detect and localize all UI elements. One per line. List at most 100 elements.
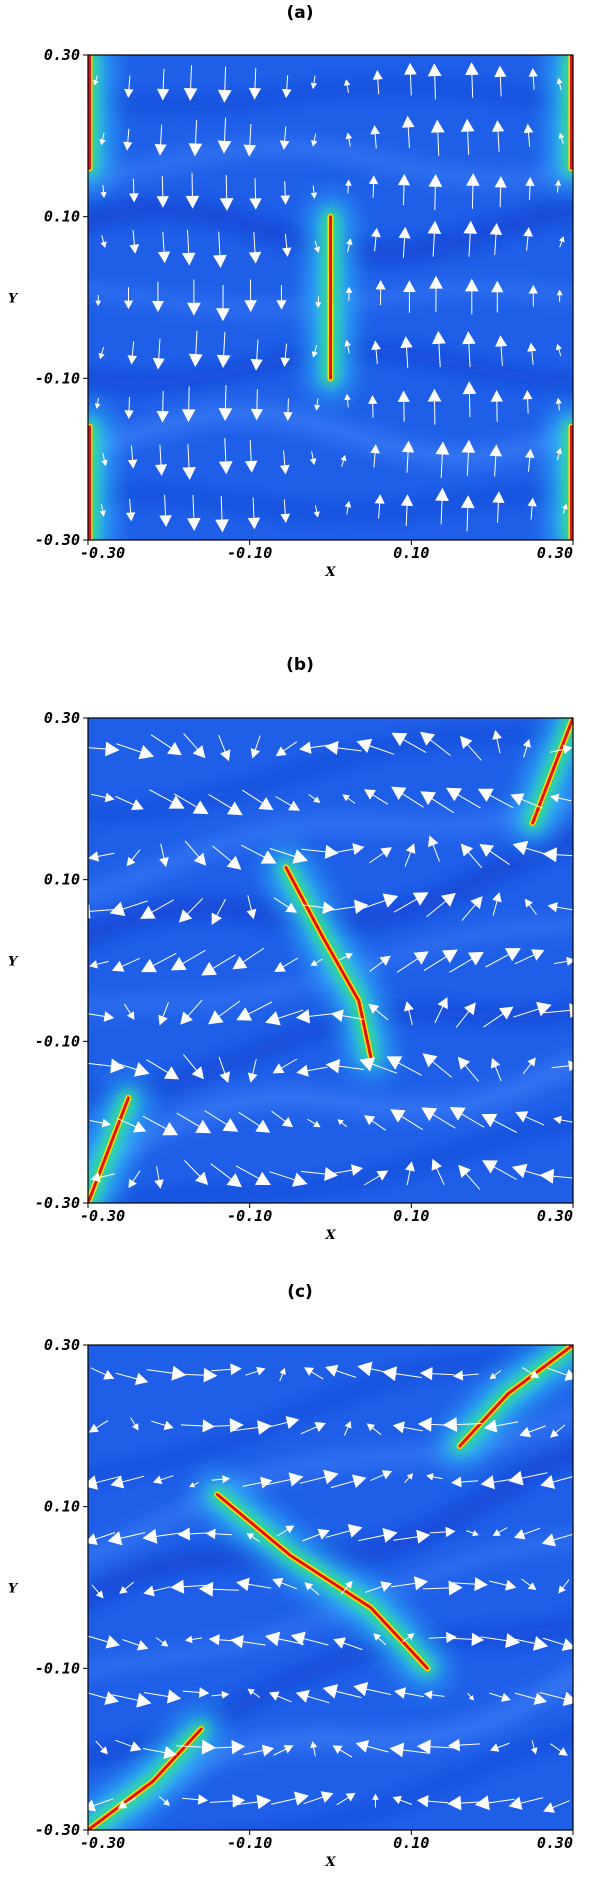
velocity-arrow-head — [324, 844, 339, 859]
velocity-arrow-head — [463, 220, 478, 234]
velocity-arrow — [276, 1525, 295, 1537]
velocity-arrow — [116, 1117, 147, 1133]
velocity-arrow-head — [250, 408, 263, 421]
velocity-arrow-head — [295, 1009, 311, 1024]
heatmap-band — [99, 1117, 573, 1203]
velocity-arrow-head — [412, 892, 429, 906]
velocity-arrow — [314, 398, 321, 411]
velocity-arrow-head — [88, 851, 100, 862]
sheet-cores — [88, 1345, 573, 1830]
velocity-arrow-head — [324, 1167, 338, 1181]
velocity-arrow — [330, 1009, 364, 1022]
velocity-arrow-head — [247, 1688, 255, 1696]
velocity-arrow — [280, 181, 291, 205]
x-tick-label: 0.10 — [393, 1207, 429, 1225]
velocity-arrow-head — [171, 1365, 187, 1381]
velocity-arrow — [489, 444, 502, 477]
velocity-arrow-head — [422, 1053, 438, 1068]
velocity-arrow — [343, 79, 351, 93]
velocity-arrow — [390, 1109, 424, 1131]
velocity-arrow — [460, 843, 483, 869]
velocity-arrow-head — [351, 1164, 363, 1176]
velocity-arrow-head — [272, 1063, 285, 1074]
velocity-arrow-head — [280, 195, 291, 205]
velocity-arrow — [117, 1797, 137, 1809]
velocity-arrow — [391, 786, 424, 808]
velocity-arrow-head — [117, 1800, 128, 1809]
velocity-arrow — [420, 1367, 455, 1381]
velocity-arrow-head — [283, 1745, 294, 1754]
sheet-cores — [88, 718, 573, 1203]
velocity-arrow — [495, 335, 508, 366]
velocity-arrow-head — [170, 1579, 185, 1594]
velocity-arrow-head — [230, 1635, 244, 1649]
velocity-arrow-head — [523, 227, 533, 237]
velocity-arrow-head — [131, 799, 144, 811]
velocity-arrow — [107, 1531, 146, 1546]
velocity-arrow — [489, 223, 503, 256]
velocity-arrow — [353, 1682, 392, 1697]
velocity-arrow-head — [325, 1059, 341, 1074]
velocity-arrow — [246, 1533, 260, 1543]
velocity-arrow-head — [198, 1581, 214, 1597]
velocity-arrow — [344, 500, 352, 515]
x-tick-label: -0.10 — [227, 1207, 272, 1225]
velocity-arrow-head — [250, 358, 263, 371]
velocity-arrow-head — [294, 1791, 309, 1806]
velocity-arrow — [355, 1740, 389, 1753]
velocity-arrow-head — [208, 1010, 224, 1025]
velocity-arrow-head — [470, 896, 483, 909]
velocity-arrow — [244, 279, 257, 313]
velocity-arrow-head — [320, 1791, 334, 1803]
velocity-arrow-head — [304, 1582, 314, 1591]
velocity-arrow — [519, 1425, 546, 1438]
velocity-arrow — [211, 1363, 242, 1376]
velocity-arrow — [453, 1370, 479, 1381]
velocity-arrow — [211, 1690, 230, 1699]
velocity-arrow — [550, 1743, 568, 1756]
velocity-arrow-head — [221, 1690, 230, 1699]
velocity-arrow — [115, 1739, 142, 1752]
velocity-arrow — [273, 1745, 294, 1756]
velocity-arrow-head — [168, 795, 185, 809]
velocity-arrow — [182, 1687, 210, 1698]
velocity-arrow-head — [188, 353, 203, 367]
velocity-arrow-head — [313, 1120, 321, 1128]
velocity-arrow-head — [562, 503, 568, 510]
velocity-arrow — [176, 1112, 212, 1134]
velocity-arrow-head — [187, 302, 201, 316]
velocity-arrow-head — [420, 731, 436, 746]
velocity-arrow — [88, 1798, 114, 1812]
velocity-arrow-head — [126, 856, 136, 867]
velocity-arrow-head — [322, 1684, 339, 1699]
velocity-arrow — [201, 954, 236, 976]
velocity-arrow — [420, 731, 451, 756]
velocity-arrow — [279, 450, 290, 475]
velocity-arrow-head — [508, 1470, 524, 1486]
velocity-arrow-head — [126, 1011, 135, 1020]
velocity-arrow — [275, 741, 298, 757]
velocity-arrow — [392, 1421, 423, 1434]
velocity-arrow-head — [222, 1475, 231, 1484]
velocity-arrow — [150, 734, 182, 756]
velocity-arrow — [364, 789, 389, 805]
velocity-arrow-head — [243, 144, 257, 157]
velocity-arrow — [111, 1061, 150, 1077]
velocity-arrow — [400, 336, 413, 369]
velocity-arrow — [460, 118, 475, 155]
heatmap-band — [88, 792, 573, 901]
velocity-arrow — [427, 63, 442, 100]
velocity-arrow-head — [185, 195, 200, 209]
velocity-arrow-head — [460, 735, 473, 749]
velocity-arrow — [370, 125, 380, 149]
velocity-arrow-head — [226, 855, 242, 870]
y-tick-label: -0.30 — [35, 1194, 80, 1212]
velocity-arrow — [480, 1633, 521, 1648]
velocity-arrow — [389, 1742, 429, 1758]
velocity-arrow — [88, 1475, 122, 1490]
velocity-arrow — [392, 1795, 413, 1805]
velocity-arrow — [514, 949, 545, 965]
velocity-arrow-head — [134, 1372, 149, 1386]
velocity-arrow — [90, 1172, 115, 1183]
velocity-arrow — [340, 454, 347, 467]
